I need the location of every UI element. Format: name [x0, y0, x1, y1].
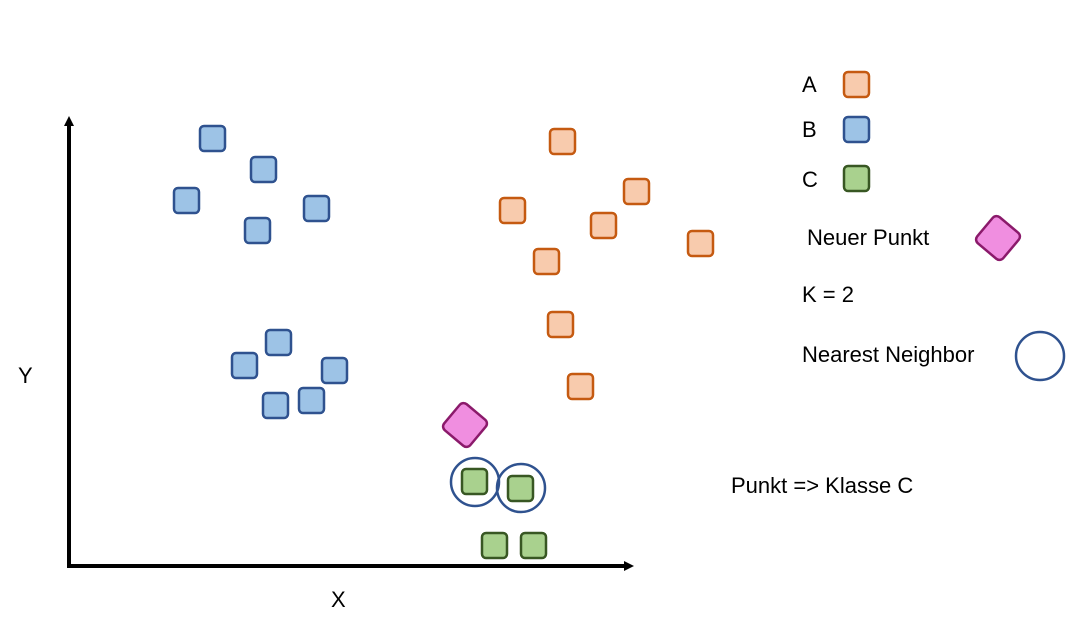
- point-a: [498, 196, 527, 225]
- legend-label-c: C: [802, 167, 818, 192]
- result-text: Punkt => Klasse C: [731, 473, 913, 498]
- point-b: [264, 328, 293, 357]
- x-axis-label: X: [331, 587, 346, 612]
- point-a: [546, 310, 575, 339]
- point-b: [261, 391, 290, 420]
- legend-neighbor-circle: [1014, 330, 1066, 382]
- point-b: [172, 186, 201, 215]
- point-a: [622, 177, 651, 206]
- point-a: [566, 372, 595, 401]
- point-a: [589, 211, 618, 240]
- legend-swatch-a: [842, 70, 871, 99]
- class-a-points: [498, 127, 715, 401]
- point-c: [480, 531, 509, 560]
- legend-swatch-new-point: [974, 214, 1022, 262]
- legend-label-a: A: [802, 72, 817, 97]
- nearest-neighbor-circle: [495, 462, 547, 514]
- nearest-neighbor-circle: [449, 456, 501, 508]
- point-a: [532, 247, 561, 276]
- legend-swatch-b: [842, 115, 871, 144]
- point-c: [519, 531, 548, 560]
- y-axis-label: Y: [18, 363, 33, 388]
- point-b: [198, 124, 227, 153]
- point-b: [297, 386, 326, 415]
- legend-k-label: K = 2: [802, 282, 854, 307]
- legend-label-neighbor: Nearest Neighbor: [802, 342, 974, 367]
- new-point: [441, 401, 489, 449]
- point-b: [249, 155, 278, 184]
- point-c: [506, 474, 535, 503]
- point-b: [320, 356, 349, 385]
- point-b: [230, 351, 259, 380]
- legend-label-new-point: Neuer Punkt: [807, 225, 929, 250]
- class-c-points: [460, 467, 548, 560]
- point-c: [460, 467, 489, 496]
- point-b: [302, 194, 331, 223]
- point-b: [243, 216, 272, 245]
- legend: A B C Neuer Punkt K = 2 Nearest Neighbor: [802, 70, 1066, 382]
- legend-swatch-c: [842, 164, 871, 193]
- class-b-points: [172, 124, 349, 420]
- point-a: [686, 229, 715, 258]
- point-a: [548, 127, 577, 156]
- legend-label-b: B: [802, 117, 817, 142]
